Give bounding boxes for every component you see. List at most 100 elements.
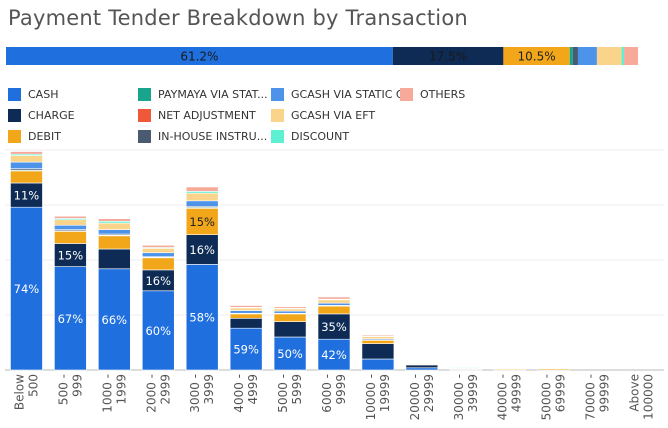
bar-segment-gcash-via-static-qr — [229, 310, 263, 314]
bar-segment-debit — [273, 313, 307, 322]
bar-segment-debit — [141, 257, 175, 271]
summary-bar-segment-others — [624, 47, 638, 65]
legend-item-paymaya-via-stat: PAYMAYA VIA STAT... — [138, 88, 268, 101]
x-tick-label: 20000 -29999 — [408, 374, 436, 420]
bar-segment-cash — [185, 264, 219, 371]
x-tick-label-line: 5000 - — [276, 374, 290, 413]
summary-bar-label: 17.5% — [429, 50, 467, 64]
x-tick-label-line: 6000 - — [320, 374, 334, 413]
x-tick-label-line: 500 — [26, 374, 40, 397]
legend-swatch — [271, 88, 284, 101]
bar-segment-debit — [98, 235, 131, 250]
summary-bar-segment-gcash-via-static-qr — [577, 47, 597, 65]
x-tick-label-line: 39999 — [466, 374, 480, 412]
bar-data-label: 58% — [189, 311, 215, 325]
summary-bar-segment-discount — [621, 47, 625, 65]
x-tick-label: Below 500 — [12, 374, 40, 410]
bar-segment-others — [361, 334, 395, 337]
bar-segment-gcash-via-static-qr — [54, 224, 87, 230]
x-tick-label: 40000 -49999 — [496, 374, 524, 420]
bar-data-label: 15% — [189, 215, 215, 229]
bar-data-label: 50% — [277, 347, 303, 361]
x-tick-label: 50000 -69999 — [540, 374, 568, 420]
x-tick-label: 70000 -99999 — [584, 374, 612, 420]
legend-label: DISCOUNT — [291, 130, 350, 143]
x-tick-label-line: 9999 — [334, 374, 348, 405]
bar-segment-discount — [449, 367, 483, 369]
bar-segment-cash — [317, 338, 351, 371]
bar-segment-charge — [98, 248, 131, 270]
legend-label: DEBIT — [28, 130, 61, 143]
bar-segment-cash — [361, 358, 395, 371]
x-tick-label-line: 49999 — [510, 374, 524, 412]
bar-segment-others — [317, 296, 351, 300]
bar-segment-gcash-via-static-qr — [185, 200, 219, 207]
summary-bar-label: 10.5% — [518, 50, 556, 64]
bar-segment-gcash-via-eft — [141, 248, 175, 254]
bar-segment-charge — [361, 343, 395, 360]
legend-swatch — [138, 109, 151, 122]
bar-segment-cash — [141, 290, 175, 371]
bar-segment-gcash-via-eft — [185, 192, 219, 202]
bar-data-label: 15% — [58, 249, 84, 263]
legend-swatch — [8, 88, 21, 101]
x-tick-label-line: 999 — [70, 374, 84, 397]
legend-label: IN-HOUSE INSTRU... — [158, 130, 268, 143]
bar-segment-others — [273, 306, 307, 309]
legend-swatch — [138, 88, 151, 101]
legend-label: PAYMAYA VIA STAT... — [158, 88, 268, 101]
legend-item-net-adjustment: NET ADJUSTMENT — [138, 109, 256, 122]
x-tick-label: 4000 -4999 — [232, 374, 260, 413]
bar-segment-gcash-via-eft — [273, 308, 307, 312]
bar-segment-charge — [317, 313, 351, 340]
legend-item-gcash-via-static-qr: GCASH VIA STATIC QR — [271, 88, 412, 101]
bar-segment-debit — [361, 339, 395, 344]
bar-segment-gcash-via-static-qr — [273, 310, 307, 314]
x-tick-label: 30000 -39999 — [452, 374, 480, 420]
bar-segment-debit — [317, 305, 351, 315]
summary-bar-segment-paymaya-via-stat — [569, 47, 573, 65]
x-tick-label-line: Above — [628, 374, 642, 412]
bar-segment-debit — [537, 368, 570, 371]
legend-item-cash: CASH — [8, 88, 58, 101]
summary-bar-segment-debit — [503, 47, 570, 65]
x-tick-label-line: 70000 - — [584, 374, 598, 420]
legend-item-others: OTHERS — [400, 88, 465, 101]
legend-swatch — [138, 130, 151, 143]
x-tick-label-line: 100000 — [642, 374, 656, 420]
bar-segment-charge — [229, 317, 263, 329]
x-tick-label: 10000 -19999 — [364, 374, 392, 420]
bar-segment-others — [54, 215, 87, 219]
summary-bar-segment-charge — [392, 47, 504, 65]
bar-segment-debit — [54, 231, 87, 244]
x-tick-label-line: 3999 — [202, 374, 216, 405]
x-tick-label-line: 4000 - — [232, 374, 246, 413]
bar-data-label: 74% — [14, 282, 40, 296]
x-tick-label-line: 1999 — [114, 374, 128, 405]
bar-segment-cash — [273, 336, 307, 371]
bar-segment-gcash-via-static-qr — [10, 161, 43, 170]
x-tick-label-line: 40000 - — [496, 374, 510, 420]
x-tick-label-line: 19999 — [378, 374, 392, 412]
bar-segment-others — [229, 305, 263, 308]
bar-segment-debit — [229, 313, 263, 319]
bar-data-label: 42% — [321, 348, 347, 362]
legend-swatch — [400, 88, 413, 101]
x-tick-label: 3000 -3999 — [188, 374, 216, 413]
x-tick-label: 1000 -1999 — [100, 374, 128, 413]
x-tick-label-line: 500 - — [56, 374, 70, 405]
x-tick-label-line: 5999 — [290, 374, 304, 405]
bar-segment-cash — [405, 367, 439, 371]
bar-segment-gcash-via-static-qr — [98, 229, 131, 235]
x-tick-label-line: 99999 — [598, 374, 612, 412]
bar-data-label: 35% — [321, 320, 347, 334]
summary-bar-segment-cash — [6, 47, 393, 65]
bar-data-label: 16% — [189, 243, 215, 257]
legend-label: GCASH VIA STATIC QR — [291, 88, 413, 101]
bar-segment-gcash-via-static-qr — [317, 302, 351, 306]
legend-label: NET ADJUSTMENT — [158, 109, 256, 122]
summary-bar-segment-in-house-instru — [572, 47, 578, 65]
bar-segment-others — [10, 151, 43, 155]
x-tick-label: Above 100000 — [628, 374, 656, 420]
